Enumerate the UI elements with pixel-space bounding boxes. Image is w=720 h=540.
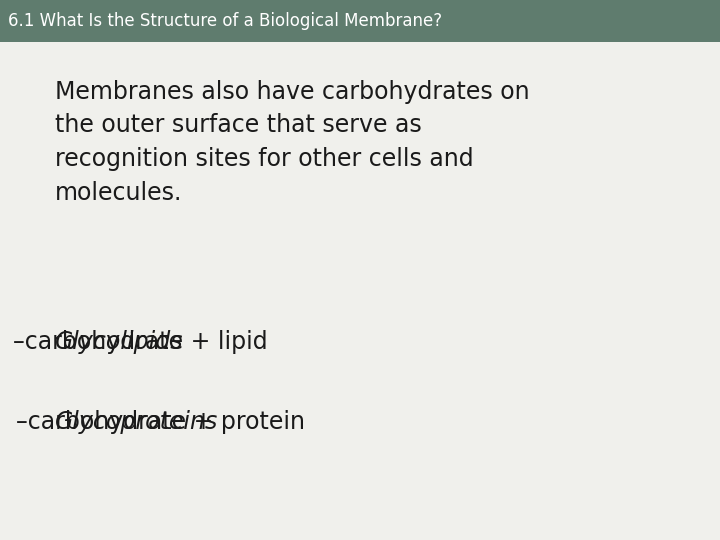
- Text: Glycolipids: Glycolipids: [55, 330, 184, 354]
- Text: Membranes also have carbohydrates on
the outer surface that serve as
recognition: Membranes also have carbohydrates on the…: [55, 80, 530, 205]
- Text: –carbohydrate + protein: –carbohydrate + protein: [16, 410, 305, 434]
- Text: 6.1 What Is the Structure of a Biological Membrane?: 6.1 What Is the Structure of a Biologica…: [8, 12, 442, 30]
- Text: –carbohydrate + lipid: –carbohydrate + lipid: [13, 330, 268, 354]
- Bar: [0, 0, 720, 42]
- Text: Glycoproteins: Glycoproteins: [55, 410, 218, 434]
